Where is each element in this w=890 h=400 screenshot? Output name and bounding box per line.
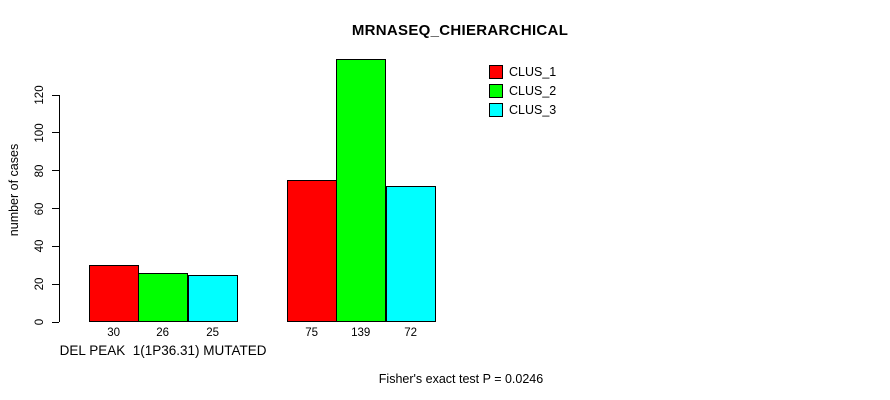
bar-value-label: 25 xyxy=(206,327,220,339)
bar-value-label: 139 xyxy=(351,327,371,339)
bar-clus_2-group2 xyxy=(336,59,386,322)
legend-label: CLUS_2 xyxy=(509,83,557,98)
y-tick-label: 20 xyxy=(34,277,46,291)
y-tick-mark xyxy=(52,170,59,172)
legend-swatch-icon xyxy=(489,102,503,117)
bar-value-label: 26 xyxy=(156,327,170,339)
y-tick-mark xyxy=(52,245,59,247)
legend-row-clus_1: CLUS_1 xyxy=(489,62,556,81)
y-tick-label: 0 xyxy=(34,318,46,326)
chart-title: MRNASEQ_CHIERARCHICAL xyxy=(351,22,569,39)
bar-clus_3-group2 xyxy=(386,186,436,322)
legend-label: CLUS_1 xyxy=(509,64,557,79)
bar-clus_2-group1 xyxy=(138,273,188,322)
y-tick-label: 100 xyxy=(34,123,46,143)
legend-row-clus_2: CLUS_2 xyxy=(489,81,556,100)
y-tick-mark xyxy=(52,94,59,96)
legend-swatch-icon xyxy=(489,64,503,79)
bar-value-label: 75 xyxy=(305,327,319,339)
y-tick-label: 120 xyxy=(34,85,46,105)
legend-swatch-icon xyxy=(489,83,503,98)
legend: CLUS_1 CLUS_2 CLUS_3 xyxy=(489,62,556,119)
y-tick-label: 60 xyxy=(34,202,46,215)
legend-row-clus_3: CLUS_3 xyxy=(489,100,556,119)
fisher-test-annotation: Fisher's exact test P = 0.0246 xyxy=(378,372,544,386)
y-tick-label: 80 xyxy=(34,164,46,178)
bar-clus_3-group1 xyxy=(188,275,238,322)
y-tick-mark xyxy=(52,132,59,134)
bar-value-label: 72 xyxy=(404,327,418,339)
y-tick-label: 40 xyxy=(34,239,46,253)
y-tick-mark xyxy=(52,321,59,323)
bar-clus_1-group2 xyxy=(287,180,337,322)
x-group-label: DEL PEAK 1(1P36.31) MUTATED xyxy=(59,343,267,358)
bar-clus_1-group1 xyxy=(89,265,139,322)
y-tick-mark xyxy=(52,208,59,209)
y-axis-title: number of cases xyxy=(7,143,21,237)
y-tick-mark xyxy=(52,283,59,285)
y-axis-line xyxy=(59,95,60,322)
bar-value-label: 30 xyxy=(107,327,121,339)
legend-label: CLUS_3 xyxy=(509,102,557,117)
